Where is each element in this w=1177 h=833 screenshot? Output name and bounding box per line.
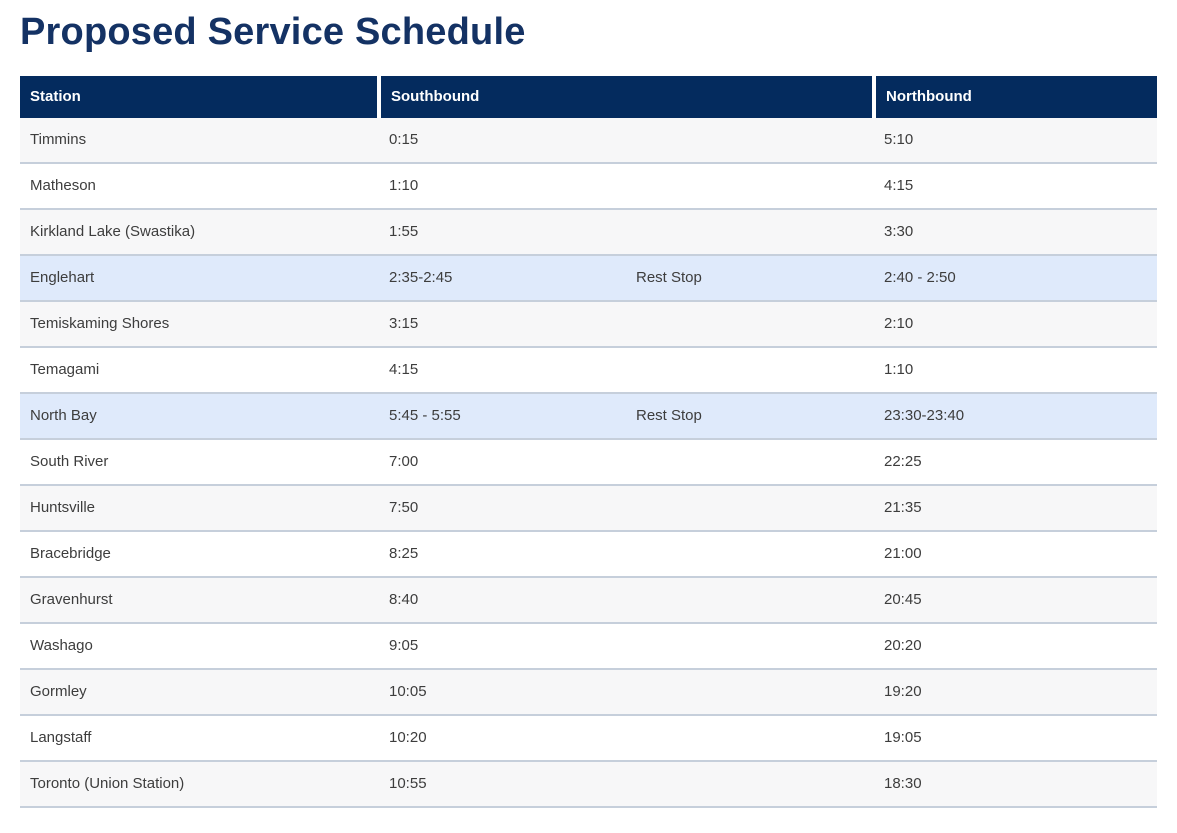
station-cell: South River (20, 438, 379, 486)
station-cell: Matheson (20, 162, 379, 210)
southbound-time-cell: 9:05 (379, 622, 626, 670)
northbound-time-cell: 22:25 (874, 438, 1157, 486)
station-cell: Huntsville (20, 484, 379, 532)
station-cell: Kirkland Lake (Swastika) (20, 208, 379, 256)
southbound-time-cell: 8:40 (379, 576, 626, 624)
station-cell: Gravenhurst (20, 576, 379, 624)
northbound-time-cell: 21:00 (874, 530, 1157, 578)
northbound-time-cell: 2:40 - 2:50 (874, 254, 1157, 302)
station-cell: Englehart (20, 254, 379, 302)
table-header: Station Southbound Northbound (20, 75, 1157, 118)
rest-stop-cell (626, 162, 874, 210)
southbound-time-cell: 8:25 (379, 530, 626, 578)
rest-stop-cell (626, 208, 874, 256)
northbound-time-cell: 23:30-23:40 (874, 392, 1157, 440)
table-row: Temagami 4:15 1:10 (20, 346, 1157, 394)
northbound-time-cell: 3:30 (874, 208, 1157, 256)
service-schedule-section: Station Southbound Northbound Timmins 0:… (20, 75, 1157, 808)
northbound-time-cell: 19:20 (874, 668, 1157, 716)
southbound-time-cell: 1:10 (379, 162, 626, 210)
station-cell: Washago (20, 622, 379, 670)
station-cell: Langstaff (20, 714, 379, 762)
northbound-time-cell: 19:05 (874, 714, 1157, 762)
table-row: Kirkland Lake (Swastika) 1:55 3:30 (20, 208, 1157, 256)
southbound-time-cell: 1:55 (379, 208, 626, 256)
table-row: Gormley 10:05 19:20 (20, 668, 1157, 716)
table-row: South River 7:00 22:25 (20, 438, 1157, 486)
rest-stop-cell: Rest Stop (626, 392, 874, 440)
northbound-time-cell: 2:10 (874, 300, 1157, 348)
table-row: Gravenhurst 8:40 20:45 (20, 576, 1157, 624)
rest-stop-cell (626, 300, 874, 348)
southbound-time-cell: 4:15 (379, 346, 626, 394)
table-body: Timmins 0:15 5:10 Matheson 1:10 4:15 Kir… (20, 117, 1157, 808)
rest-stop-cell (626, 438, 874, 486)
southbound-time-cell: 0:15 (379, 117, 626, 164)
northbound-time-cell: 1:10 (874, 346, 1157, 394)
southbound-time-cell: 10:20 (379, 714, 626, 762)
table-row: Matheson 1:10 4:15 (20, 162, 1157, 210)
southbound-time-cell: 2:35-2:45 (379, 254, 626, 302)
rest-stop-cell: Rest Stop (626, 254, 874, 302)
rest-stop-cell (626, 530, 874, 578)
southbound-time-cell: 10:05 (379, 668, 626, 716)
table-row: North Bay 5:45 - 5:55 Rest Stop 23:30-23… (20, 392, 1157, 440)
northbound-time-cell: 4:15 (874, 162, 1157, 210)
table-row: Toronto (Union Station) 10:55 18:30 (20, 760, 1157, 808)
station-cell: Gormley (20, 668, 379, 716)
station-cell: Temagami (20, 346, 379, 394)
station-cell: North Bay (20, 392, 379, 440)
station-cell: Bracebridge (20, 530, 379, 578)
southbound-time-cell: 7:50 (379, 484, 626, 532)
rest-stop-cell (626, 117, 874, 164)
service-schedule-table: Station Southbound Northbound Timmins 0:… (20, 75, 1157, 808)
column-header-southbound: Southbound (377, 75, 874, 118)
station-cell: Temiskaming Shores (20, 300, 379, 348)
table-row: Washago 9:05 20:20 (20, 622, 1157, 670)
rest-stop-cell (626, 484, 874, 532)
rest-stop-cell (626, 668, 874, 716)
column-header-northbound: Northbound (872, 75, 1157, 118)
rest-stop-cell (626, 760, 874, 808)
northbound-time-cell: 20:45 (874, 576, 1157, 624)
table-row: Langstaff 10:20 19:05 (20, 714, 1157, 762)
northbound-time-cell: 5:10 (874, 117, 1157, 164)
rest-stop-cell (626, 622, 874, 670)
rest-stop-cell (626, 346, 874, 394)
rest-stop-cell (626, 576, 874, 624)
station-cell: Timmins (20, 117, 379, 164)
header-row: Station Southbound Northbound (20, 75, 1157, 118)
page-title: Proposed Service Schedule (20, 11, 526, 53)
northbound-time-cell: 18:30 (874, 760, 1157, 808)
table-row: Huntsville 7:50 21:35 (20, 484, 1157, 532)
table-row: Bracebridge 8:25 21:00 (20, 530, 1157, 578)
northbound-time-cell: 20:20 (874, 622, 1157, 670)
southbound-time-cell: 5:45 - 5:55 (379, 392, 626, 440)
table-row: Temiskaming Shores 3:15 2:10 (20, 300, 1157, 348)
rest-stop-cell (626, 714, 874, 762)
southbound-time-cell: 10:55 (379, 760, 626, 808)
northbound-time-cell: 21:35 (874, 484, 1157, 532)
table-row: Timmins 0:15 5:10 (20, 117, 1157, 164)
station-cell: Toronto (Union Station) (20, 760, 379, 808)
column-header-station: Station (20, 75, 379, 118)
southbound-time-cell: 7:00 (379, 438, 626, 486)
southbound-time-cell: 3:15 (379, 300, 626, 348)
table-row: Englehart 2:35-2:45 Rest Stop 2:40 - 2:5… (20, 254, 1157, 302)
